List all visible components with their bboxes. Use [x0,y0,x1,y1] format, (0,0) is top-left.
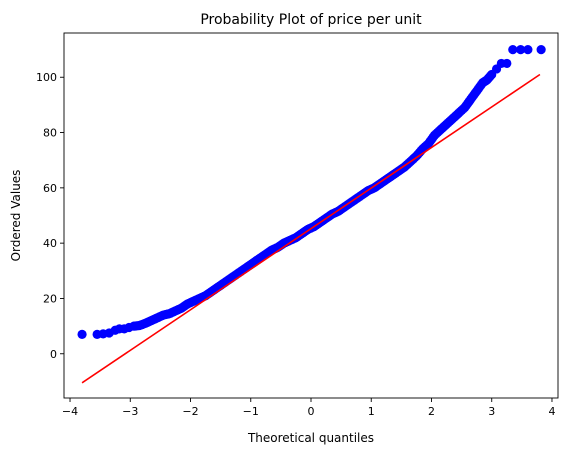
data-point [485,71,496,81]
x-axis-label: Theoretical quantiles [247,431,374,445]
y-axis-label: Ordered Values [9,170,23,262]
x-tick-label: −1 [243,405,259,418]
x-tick-label: 0 [308,405,315,418]
data-point [523,44,533,55]
x-tick-label: 1 [368,405,375,418]
y-axis: 0 20 40 60 80 100 [36,71,64,361]
x-tick-label: −4 [62,405,78,418]
y-tick-label: 80 [43,127,57,140]
y-tick-label: 40 [43,237,57,250]
plot-area [77,44,546,384]
x-tick-label: −2 [182,405,198,418]
chart-title: Probability Plot of price per unit [200,12,422,28]
y-tick-label: 20 [43,292,57,305]
data-point [502,58,512,69]
x-tick-label: −3 [122,405,138,418]
y-tick-label: 100 [36,71,57,84]
axes-frame [63,32,559,399]
fit-line [81,73,541,384]
y-tick-label: 60 [43,182,57,195]
x-tick-label: 4 [548,405,555,418]
y-tick-label: 0 [50,348,57,361]
data-point [508,44,518,55]
x-axis: −4 −3 −2 −1 0 1 2 3 4 [62,398,555,418]
x-tick-label: 3 [488,405,495,418]
data-point [536,44,546,55]
x-tick-label: 2 [428,405,435,418]
data-point [77,329,87,340]
data-point [516,44,526,55]
